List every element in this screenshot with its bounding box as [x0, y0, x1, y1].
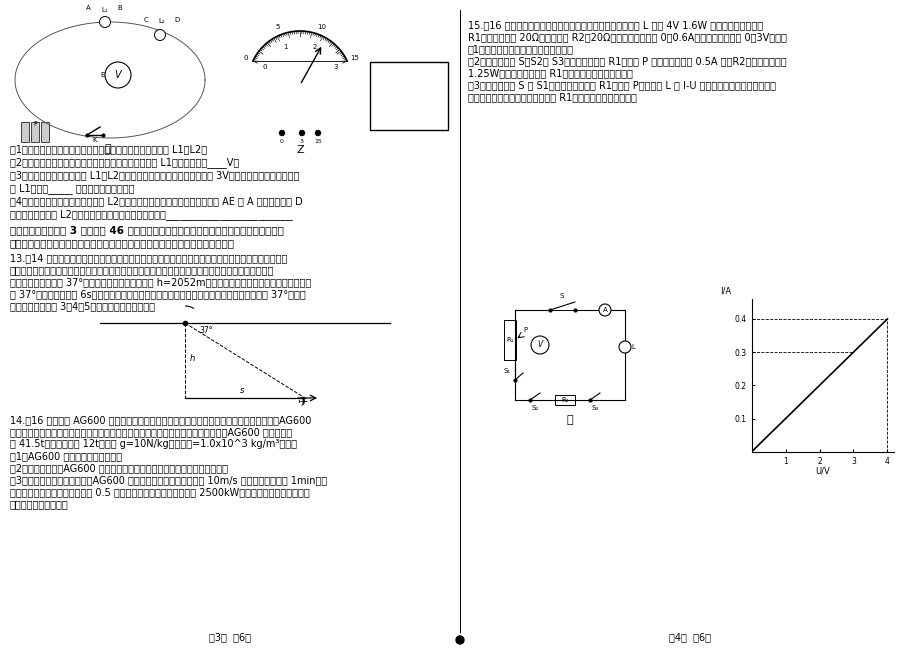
- Text: 第4页  共6页: 第4页 共6页: [668, 632, 710, 642]
- Circle shape: [99, 16, 110, 27]
- Text: （4）排除故障后，小芳在测量了灯 L2两端的电压后，断开开关，然后将导线 AE 的 A 端松开，接到 D: （4）排除故障后，小芳在测量了灯 L2两端的电压后，断开开关，然后将导线 AE …: [10, 196, 302, 206]
- Text: 15.（16 分）如图甲所示的电路，电源电压保持不变，小灯泡 L 标有 4V 1.6W 的字样，滑动变阻器: 15.（16 分）如图甲所示的电路，电源电压保持不变，小灯泡 L 标有 4V 1…: [468, 20, 762, 30]
- Text: 三、计算题（本题共 3 小题，共 46 分。解答应写出必要的文说明、方程式和重要演算步骤。: 三、计算题（本题共 3 小题，共 46 分。解答应写出必要的文说明、方程式和重要…: [10, 225, 284, 235]
- Text: Z: Z: [296, 145, 303, 155]
- Text: S₃: S₃: [591, 405, 598, 411]
- Text: 14.（16 分）鲛龙 AG600 水陆两栖飞机是我国自主研制的三大飞机之一，被誉为国之重器，AG600: 14.（16 分）鲛龙 AG600 水陆两栖飞机是我国自主研制的三大飞机之一，被…: [10, 415, 311, 425]
- Text: L: L: [630, 344, 634, 350]
- Text: A: A: [602, 307, 607, 313]
- Text: 3: 3: [300, 139, 303, 144]
- Text: 件安全工作的情况下，滑动变阻器 R1允许的取值范围是多少？: 件安全工作的情况下，滑动变阻器 R1允许的取值范围是多少？: [468, 92, 636, 102]
- Text: 15: 15: [313, 139, 322, 144]
- Text: 个边的长度之比为 3：4：5）。（忽略光传播时间）: 个边的长度之比为 3：4：5）。（忽略光传播时间）: [10, 301, 154, 311]
- X-axis label: U/V: U/V: [814, 467, 830, 476]
- Text: 只写出最后答案的不能得分，有数值计算的题，答案中必须明确写出数值和单位）: 只写出最后答案的不能得分，有数值计算的题，答案中必须明确写出数值和单位）: [10, 238, 234, 248]
- Text: S₂: S₂: [531, 405, 538, 411]
- Text: （1）小灯泡正常工作时的电阻是多少？: （1）小灯泡正常工作时的电阻是多少？: [468, 44, 573, 54]
- Circle shape: [300, 131, 304, 135]
- Text: 15: 15: [349, 55, 358, 60]
- Text: 13.（14 分）飞机在空中水平匀速飞行，徐冰同学站在水平地面上，用学习过的光学、力学知识，测量: 13.（14 分）飞机在空中水平匀速飞行，徐冰同学站在水平地面上，用学习过的光学…: [10, 253, 287, 263]
- Text: 甲: 甲: [105, 144, 111, 154]
- Text: 甲: 甲: [566, 415, 573, 425]
- Text: L₂: L₂: [158, 18, 165, 24]
- Text: V: V: [115, 70, 121, 80]
- Text: 在他前上方与地面成 37°角的方向，如图所示，已知 h=2052m，飞机从头顶正上方到达他前上方与地面: 在他前上方与地面成 37°角的方向，如图所示，已知 h=2052m，飞机从头顶正…: [10, 277, 311, 287]
- Text: （1）AG600 空载时的重力是多少？: （1）AG600 空载时的重力是多少？: [10, 451, 122, 461]
- Text: R₁: R₁: [505, 337, 513, 343]
- Text: C: C: [143, 17, 148, 23]
- Text: 主要用于大型灭火和水上救援，可以从地面起飞和降落，也可以从水面起飞和降落，AG600 空载时质量: 主要用于大型灭火和水上救援，可以从地面起飞和降落，也可以从水面起飞和降落，AG6…: [10, 427, 292, 437]
- Text: B: B: [118, 5, 122, 11]
- Text: 5: 5: [276, 24, 279, 31]
- Bar: [41, 122, 49, 142]
- Text: 0: 0: [279, 139, 284, 144]
- Text: P: P: [522, 327, 527, 333]
- Text: 3: 3: [333, 64, 337, 70]
- Text: （3）闭合开关后，小芳发现 L1、L2均不发光，电压表有示数且大小接近 3V，则电路中出现的故障可能: （3）闭合开关后，小芳发现 L1、L2均不发光，电压表有示数且大小接近 3V，则…: [10, 170, 299, 180]
- Text: （1）在方框内画出与图甲对应的电路图，并在电路图中标上 L1、L2。: （1）在方框内画出与图甲对应的电路图，并在电路图中标上 L1、L2。: [10, 144, 207, 154]
- Text: 0: 0: [244, 55, 247, 60]
- Circle shape: [618, 341, 630, 353]
- Text: 2: 2: [312, 44, 316, 50]
- Circle shape: [279, 131, 284, 135]
- Text: 所储水的质量是多少？: 所储水的质量是多少？: [10, 499, 69, 509]
- Text: 37°: 37°: [199, 326, 212, 335]
- Bar: [21, 122, 29, 142]
- Text: h: h: [190, 354, 195, 363]
- Text: R1的最大阻值为 20Ω，定值电阻 R2＝20Ω，电流表的量程为 0～0.6A，电压表的量程为 0～3V。求：: R1的最大阻值为 20Ω，定值电阻 R2＝20Ω，电流表的量程为 0～0.6A，…: [468, 32, 786, 42]
- Circle shape: [598, 304, 610, 316]
- Bar: [515, 310, 624, 400]
- Text: 行过程中飞机所受阻力为总重的 0.5 倍，发动机牵引力的实际功率为 2500kW，求飞机在这次滑行测试中: 行过程中飞机所受阻力为总重的 0.5 倍，发动机牵引力的实际功率为 2500kW…: [10, 487, 310, 497]
- Circle shape: [530, 336, 549, 354]
- Text: （3）在一次水面滑行测试中，AG600 储一定质量的水，在水面上以 10m/s 的速度匀速滑行了 1min，滑: （3）在一次水面滑行测试中，AG600 储一定质量的水，在水面上以 10m/s …: [10, 475, 327, 485]
- Circle shape: [456, 636, 463, 644]
- Y-axis label: I/A: I/A: [720, 287, 731, 296]
- Text: L₁: L₁: [102, 7, 108, 13]
- Circle shape: [154, 29, 165, 40]
- Text: R₂: R₂: [561, 397, 568, 403]
- Bar: [369, 62, 448, 130]
- Text: K: K: [93, 137, 97, 143]
- Text: 成 37°角的位置时用时 6s，求飞机的速度以及声音在空气中的传播速度（直角三角形一个角为 37°时，三: 成 37°角的位置时用时 6s，求飞机的速度以及声音在空气中的传播速度（直角三角…: [10, 289, 305, 299]
- Text: 为 41.5t，最多可储水 12t，（取 g=10N/kg，密度水=1.0x10^3 kg/m³）求：: 为 41.5t，最多可储水 12t，（取 g=10N/kg，密度水=1.0x10…: [10, 439, 297, 449]
- Bar: [554, 395, 574, 405]
- Text: （2）只闭合开关 S、S2和 S3移动滑动变阻器 R1的滑片 P 使电流表示数为 0.5A 时，R2消耗的电功率为: （2）只闭合开关 S、S2和 S3移动滑动变阻器 R1的滑片 P 使电流表示数为…: [468, 56, 786, 66]
- Text: V: V: [537, 341, 542, 350]
- Text: 0: 0: [262, 64, 267, 70]
- Bar: [31, 122, 39, 142]
- Text: ✈: ✈: [298, 396, 308, 409]
- Circle shape: [105, 62, 130, 88]
- Text: F: F: [33, 121, 37, 127]
- Text: 乙: 乙: [870, 410, 878, 420]
- Text: S₁: S₁: [503, 368, 510, 374]
- Text: s: s: [240, 386, 244, 395]
- Text: （2）某次试飞后，AG600 储满水后静止在某湖面上，求其排开湖水的体积。: （2）某次试飞后，AG600 储满水后静止在某湖面上，求其排开湖水的体积。: [10, 463, 228, 473]
- Text: 接线柱上，测量灯 L2两端的电压，这一做法存在的问题是__________________________: 接线柱上，测量灯 L2两端的电压，这一做法存在的问题是_____________…: [10, 209, 292, 220]
- Text: S: S: [559, 293, 563, 299]
- Text: A: A: [85, 5, 90, 11]
- Text: 第3页  共6页: 第3页 共6页: [209, 632, 251, 642]
- Text: 10: 10: [317, 24, 326, 31]
- Text: 飞机的飞行速度，以及声音在空气中的传播速度，当他听到飞机的声音从头顶正上方传来时，发现飞机: 飞机的飞行速度，以及声音在空气中的传播速度，当他听到飞机的声音从头顶正上方传来时…: [10, 265, 274, 275]
- Text: （3）只闭合开关 S 和 S1，移动滑动变阻器 R1的滑片 P，小灯泡 L 的 I-U 图像如图乙所示，在保证各元: （3）只闭合开关 S 和 S1，移动滑动变阻器 R1的滑片 P，小灯泡 L 的 …: [468, 80, 775, 90]
- Text: 1.25W，此时滑动变阻器 R1接入电路中的阻值是多少？: 1.25W，此时滑动变阻器 R1接入电路中的阻值是多少？: [468, 68, 632, 78]
- Text: 是 L1发生了_____ （选填短路或断路）。: 是 L1发生了_____ （选填短路或断路）。: [10, 183, 134, 194]
- Text: E: E: [101, 72, 105, 78]
- Circle shape: [315, 131, 320, 135]
- Bar: [504, 320, 516, 360]
- Text: 1: 1: [283, 44, 288, 50]
- Text: （2）在某次测量时，电压表的示数如图乙所示，此时灯 L1两端的电压为____V。: （2）在某次测量时，电压表的示数如图乙所示，此时灯 L1两端的电压为____V。: [10, 157, 239, 168]
- Text: D: D: [175, 17, 179, 23]
